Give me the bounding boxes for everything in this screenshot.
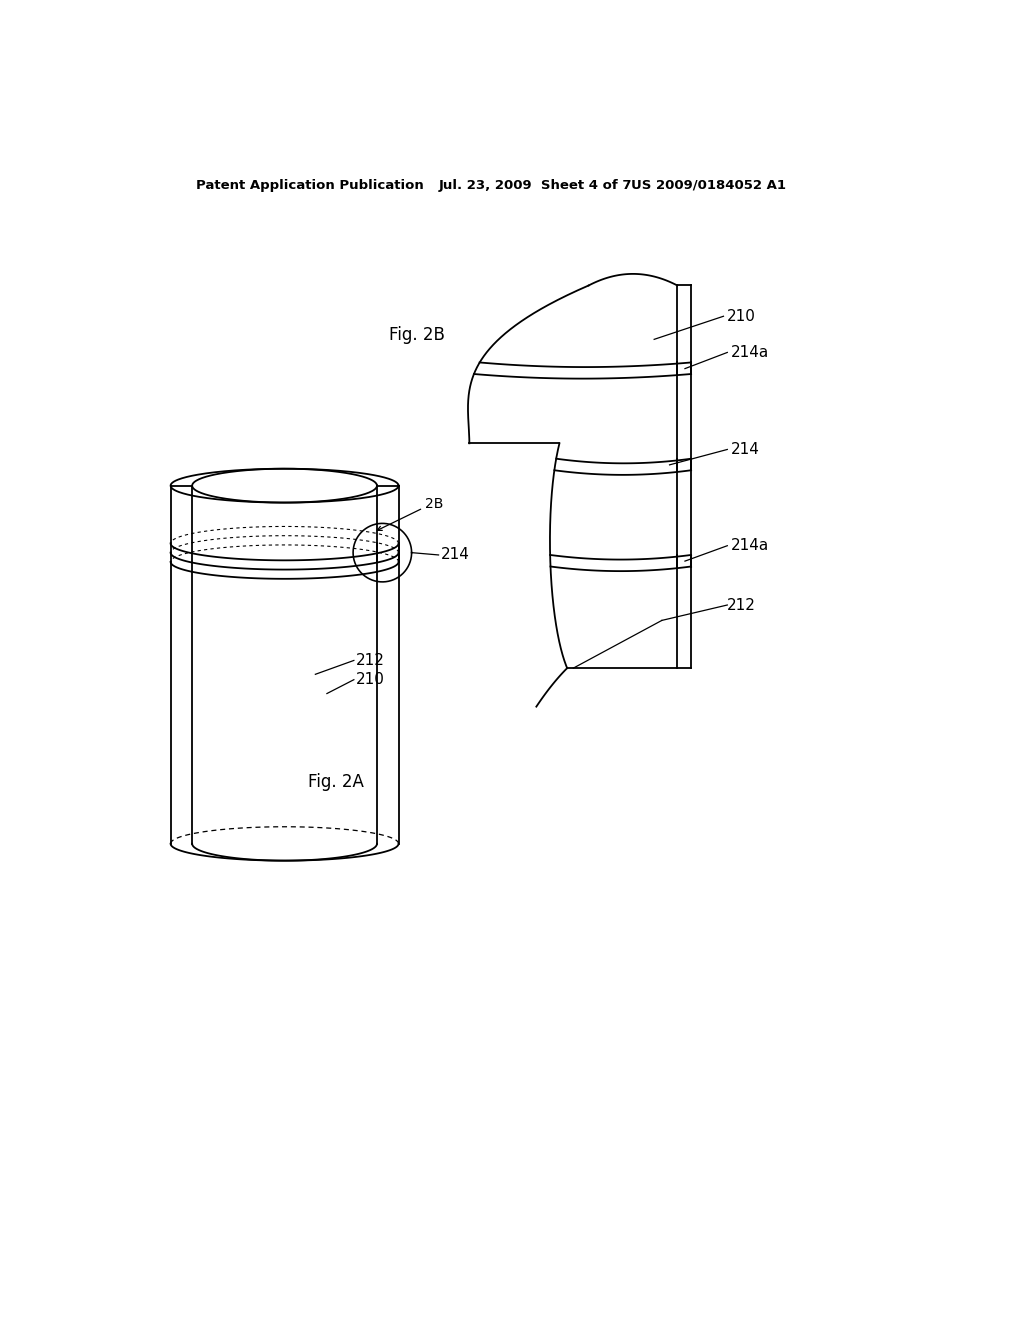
Text: 214a: 214a: [731, 539, 769, 553]
Text: 210: 210: [727, 309, 756, 323]
Text: US 2009/0184052 A1: US 2009/0184052 A1: [631, 178, 786, 191]
Text: 214a: 214a: [731, 345, 769, 360]
Text: 2B: 2B: [425, 498, 443, 511]
Text: Jul. 23, 2009  Sheet 4 of 7: Jul. 23, 2009 Sheet 4 of 7: [438, 178, 632, 191]
Text: Fig. 2A: Fig. 2A: [307, 774, 364, 791]
Text: Fig. 2B: Fig. 2B: [388, 326, 444, 345]
Text: 214: 214: [441, 548, 470, 562]
Text: 210: 210: [356, 672, 385, 688]
Text: 214: 214: [731, 442, 760, 457]
Text: Patent Application Publication: Patent Application Publication: [196, 178, 424, 191]
Text: 212: 212: [727, 598, 756, 612]
Text: 212: 212: [356, 653, 385, 668]
